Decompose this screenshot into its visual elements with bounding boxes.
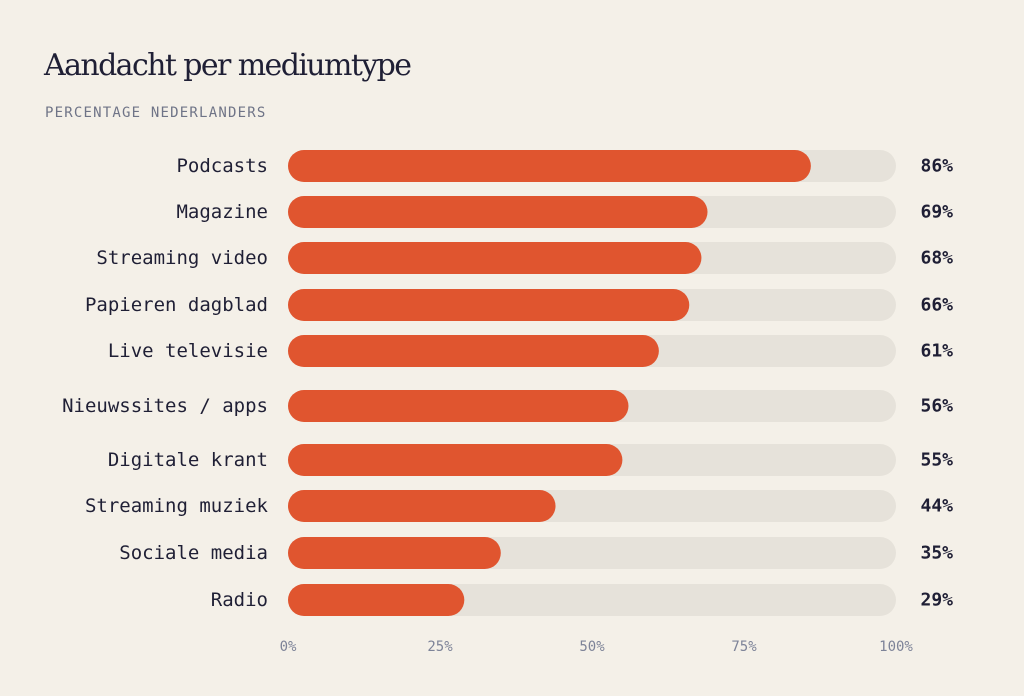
bar-row: Sociale media 35% <box>119 537 953 569</box>
value-label: 86% <box>920 156 953 177</box>
x-tick-label: 75% <box>731 639 757 655</box>
x-tick-label: 0% <box>280 639 297 655</box>
category-label: Streaming muziek <box>85 495 269 517</box>
chart-subtitle: PERCENTAGE NEDERLANDERS <box>45 105 267 121</box>
bar <box>288 150 811 182</box>
bar-row: Digitale krant 55% <box>108 444 953 476</box>
bar-row: Podcasts 86% <box>176 150 953 182</box>
chart-title: Aandacht per mediumtype <box>44 48 412 83</box>
bar-row: Live televisie 61% <box>108 335 953 367</box>
category-label: Streaming video <box>96 247 268 269</box>
bar-row: Magazine 69% <box>176 196 953 228</box>
bar <box>288 537 501 569</box>
bar <box>288 490 556 522</box>
bar <box>288 444 623 476</box>
value-label: 35% <box>920 543 953 564</box>
category-label: Radio <box>211 589 268 611</box>
bar <box>288 335 659 367</box>
value-label: 44% <box>920 496 953 517</box>
value-label: 55% <box>920 450 953 471</box>
x-tick-label: 25% <box>427 639 453 655</box>
value-label: 69% <box>920 202 953 223</box>
category-label: Nieuwssites / apps <box>62 395 268 417</box>
category-label: Podcasts <box>176 155 268 177</box>
x-axis: 0% 25% 50% 75% 100% <box>280 639 914 655</box>
bar-row: Streaming video 68% <box>96 242 953 274</box>
value-label: 66% <box>920 295 953 316</box>
bar <box>288 242 702 274</box>
bar <box>288 584 465 616</box>
bar <box>288 390 629 422</box>
category-label: Live televisie <box>108 340 268 362</box>
bar <box>288 289 690 321</box>
value-label: 29% <box>920 590 953 611</box>
x-tick-label: 100% <box>879 639 913 655</box>
bar-row: Nieuwssites / apps 56% <box>62 390 953 422</box>
category-label: Papieren dagblad <box>85 294 268 316</box>
value-label: 61% <box>920 341 953 362</box>
value-label: 56% <box>920 396 953 417</box>
bar-row: Papieren dagblad 66% <box>85 289 953 321</box>
category-label: Sociale media <box>119 542 268 564</box>
bar-rows: Podcasts 86% Magazine 69% Streaming video 68%… <box>62 150 953 616</box>
bar-row: Streaming muziek 44% <box>85 490 953 522</box>
category-label: Digitale krant <box>108 449 268 471</box>
category-label: Magazine <box>176 201 268 223</box>
value-label: 68% <box>920 248 953 269</box>
bar <box>288 196 708 228</box>
bar-row: Radio 29% <box>211 584 953 616</box>
x-tick-label: 50% <box>579 639 605 655</box>
